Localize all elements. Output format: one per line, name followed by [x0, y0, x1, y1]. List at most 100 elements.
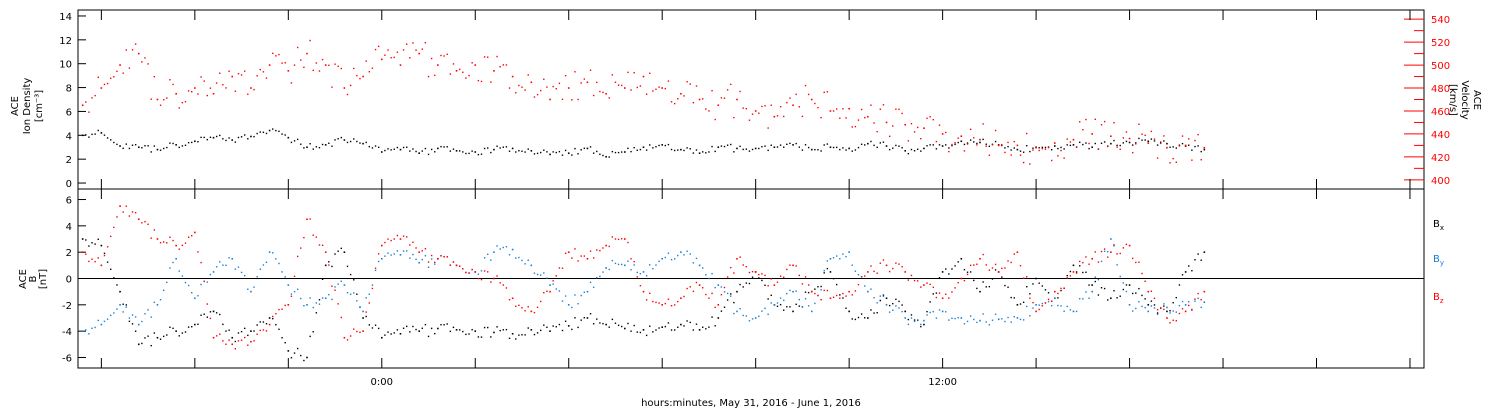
velocity-point: [745, 108, 748, 110]
bx-point: [1085, 271, 1087, 273]
by-point: [857, 274, 860, 276]
bz-point: [1203, 290, 1206, 293]
velocity-point: [549, 98, 551, 101]
bx-point: [969, 271, 972, 273]
by-point: [611, 259, 614, 262]
bx-point: [555, 326, 557, 328]
velocity-point: [867, 115, 869, 118]
bz-point: [328, 264, 330, 266]
by-point: [387, 252, 389, 254]
by-point: [605, 267, 607, 269]
bz-point: [1197, 292, 1199, 295]
velocity-point: [181, 101, 184, 104]
velocity-axis-label-line3: [km/s]: [1447, 84, 1458, 116]
bz-point: [1107, 256, 1109, 258]
density-point: [437, 147, 439, 150]
velocity-point: [773, 115, 776, 118]
by-point: [518, 256, 520, 259]
bz-point: [97, 257, 99, 259]
velocity-point: [552, 85, 554, 88]
bz-point: [1184, 310, 1187, 313]
bx-point: [973, 279, 975, 282]
bz-point: [820, 298, 822, 301]
density-point: [948, 147, 950, 149]
bz-point: [1110, 251, 1112, 253]
bz-point: [502, 284, 504, 286]
density-point: [916, 148, 919, 151]
bz-point: [346, 339, 349, 341]
bz-point: [571, 257, 573, 259]
bx-point: [153, 332, 156, 334]
density-point: [543, 149, 545, 151]
bz-point: [692, 290, 695, 293]
velocity-point: [116, 70, 118, 73]
density-point: [726, 144, 729, 146]
bx-point: [898, 300, 900, 303]
bx-point: [649, 325, 651, 327]
by-point: [427, 266, 430, 269]
bx-point: [1094, 280, 1096, 283]
velocity-point: [100, 87, 103, 89]
velocity-point: [237, 72, 240, 75]
velocity-point: [804, 84, 807, 87]
by-point: [779, 297, 782, 299]
bz-point: [932, 286, 934, 289]
bx-point: [1001, 276, 1003, 278]
by-point: [499, 248, 501, 250]
by-point: [197, 295, 199, 297]
velocity-point: [349, 84, 352, 87]
bz-point: [278, 308, 280, 311]
by-point: [134, 316, 137, 318]
density-point: [932, 144, 934, 146]
density-point: [1066, 144, 1068, 146]
bz-point: [1178, 312, 1181, 315]
by-point: [973, 318, 975, 321]
bz-point: [418, 251, 420, 253]
velocity-point: [789, 97, 791, 99]
velocity-point: [577, 98, 579, 101]
density-point: [110, 139, 112, 141]
velocity-point: [147, 63, 149, 65]
bz-point: [340, 316, 342, 319]
velocity-point: [599, 90, 601, 93]
bz-point: [483, 270, 486, 272]
bx-point: [521, 334, 523, 336]
velocity-point: [920, 137, 922, 140]
bz-point: [583, 255, 586, 257]
bz-point: [1007, 260, 1009, 262]
by-point: [399, 254, 402, 256]
bx-point: [418, 330, 420, 332]
bx-point: [197, 323, 199, 325]
bx-point: [150, 344, 152, 347]
velocity-point: [225, 87, 227, 89]
density-point: [511, 147, 514, 150]
by-point: [664, 256, 667, 259]
density-point: [215, 135, 218, 138]
bz-point: [935, 296, 938, 299]
bx-point: [583, 317, 586, 319]
by-point: [166, 281, 168, 284]
bx-point: [892, 302, 894, 305]
by-point: [1035, 304, 1037, 306]
velocity-point: [231, 75, 234, 78]
density-point: [471, 150, 473, 152]
bz-point: [758, 273, 760, 276]
bz-point: [477, 277, 480, 280]
density-point: [798, 146, 800, 148]
by-point: [786, 292, 788, 295]
bz-point: [150, 237, 152, 239]
velocity-point: [511, 75, 514, 78]
by-point: [592, 286, 595, 289]
by-point: [284, 276, 286, 278]
bz-point: [275, 313, 277, 315]
by-point: [480, 270, 483, 272]
density-point: [627, 147, 629, 150]
bx-point: [948, 273, 950, 275]
bx-point: [1181, 274, 1184, 276]
density-point: [128, 147, 131, 150]
by-point: [334, 286, 336, 288]
velocity-point: [396, 51, 399, 53]
bz-point: [898, 263, 900, 265]
by-point: [511, 248, 514, 251]
